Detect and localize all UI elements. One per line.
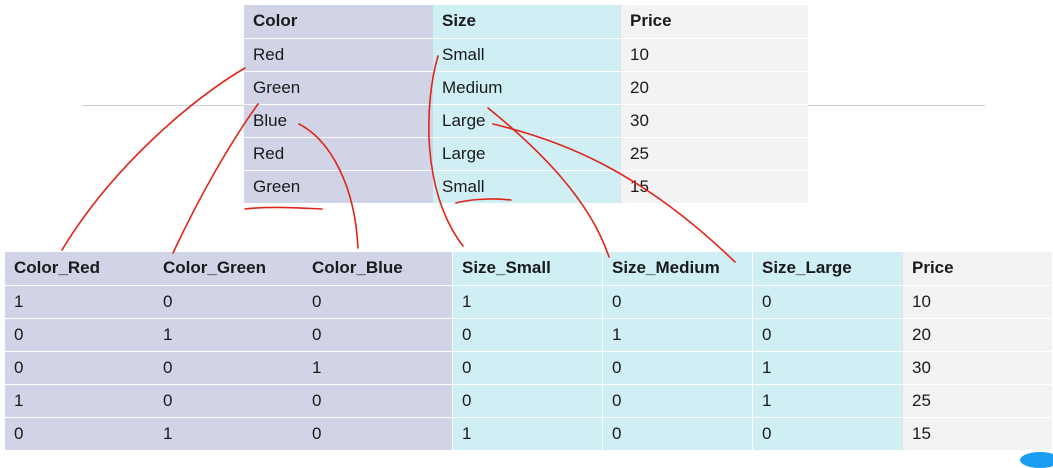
encoded-header-price: Price bbox=[902, 252, 1052, 286]
source-header-size: Size bbox=[433, 5, 621, 39]
encoded-cell: 0 bbox=[154, 384, 303, 418]
encoded-header-color-blue: Color_Blue bbox=[303, 252, 453, 286]
encoded-cell: 1 bbox=[752, 384, 903, 418]
source-cell-size: Large bbox=[433, 137, 621, 171]
encoded-header-color-green: Color_Green bbox=[154, 252, 303, 286]
encoded-cell: 0 bbox=[602, 351, 753, 385]
encoded-cell: 0 bbox=[303, 417, 453, 451]
source-cell-size: Small bbox=[433, 38, 621, 72]
encoded-cell: 0 bbox=[752, 417, 903, 451]
encoded-header-size-medium: Size_Medium bbox=[602, 252, 753, 286]
source-cell-price: 25 bbox=[620, 137, 808, 171]
encoded-header-size-small: Size_Small bbox=[452, 252, 603, 286]
encoded-header-color-red: Color_Red bbox=[5, 252, 154, 286]
encoded-cell: 0 bbox=[602, 417, 753, 451]
table-row: 0 0 1 0 0 1 30 bbox=[5, 351, 1052, 385]
encoded-cell: 0 bbox=[452, 351, 603, 385]
encoded-cell: 0 bbox=[5, 417, 154, 451]
source-cell-price: 15 bbox=[620, 170, 808, 204]
annotation-stroke-red-link bbox=[61, 67, 246, 251]
encoded-cell: 1 bbox=[154, 318, 303, 352]
encoded-cell: 0 bbox=[5, 318, 154, 352]
annotation-stroke-underline-green bbox=[244, 206, 323, 210]
encoded-cell: 10 bbox=[902, 285, 1052, 319]
encoded-cell: 20 bbox=[902, 318, 1052, 352]
encoded-cell: 1 bbox=[5, 384, 154, 418]
corner-indicator bbox=[1020, 452, 1053, 468]
source-cell-color: Green bbox=[244, 170, 433, 204]
source-cell-size: Large bbox=[433, 104, 621, 138]
encoded-cell: 1 bbox=[452, 417, 603, 451]
source-cell-price: 10 bbox=[620, 38, 808, 72]
encoded-cell: 1 bbox=[154, 417, 303, 451]
source-cell-size: Medium bbox=[433, 71, 621, 105]
source-cell-size: Small bbox=[433, 170, 621, 204]
table-row: Blue Large 30 bbox=[244, 104, 808, 138]
encoded-cell: 0 bbox=[752, 318, 903, 352]
encoded-cell: 0 bbox=[5, 351, 154, 385]
encoded-cell: 25 bbox=[902, 384, 1052, 418]
encoded-cell: 0 bbox=[602, 285, 753, 319]
encoded-cell: 0 bbox=[752, 285, 903, 319]
table-row: Green Small 15 bbox=[244, 170, 808, 204]
table-row: 1 0 0 0 0 1 25 bbox=[5, 384, 1052, 418]
encoded-cell: 0 bbox=[452, 318, 603, 352]
source-cell-price: 20 bbox=[620, 71, 808, 105]
source-table: Color Size Price Red Small 10 Green Medi… bbox=[244, 5, 808, 204]
encoded-cell: 0 bbox=[303, 384, 453, 418]
table-row: 0 1 0 0 1 0 20 bbox=[5, 318, 1052, 352]
source-cell-color: Green bbox=[244, 71, 433, 105]
encoded-header-row: Color_Red Color_Green Color_Blue Size_Sm… bbox=[5, 252, 1052, 286]
table-row: Red Small 10 bbox=[244, 38, 808, 72]
encoded-cell: 30 bbox=[902, 351, 1052, 385]
encoded-table: Color_Red Color_Green Color_Blue Size_Sm… bbox=[5, 252, 1052, 451]
encoded-cell: 1 bbox=[602, 318, 753, 352]
table-row: Red Large 25 bbox=[244, 137, 808, 171]
source-cell-price: 30 bbox=[620, 104, 808, 138]
encoded-cell: 0 bbox=[452, 384, 603, 418]
source-header-price: Price bbox=[620, 5, 808, 39]
encoded-cell: 15 bbox=[902, 417, 1052, 451]
encoded-header-size-large: Size_Large bbox=[752, 252, 903, 286]
source-cell-color: Blue bbox=[244, 104, 433, 138]
encoded-cell: 1 bbox=[5, 285, 154, 319]
source-cell-color: Red bbox=[244, 137, 433, 171]
source-header-row: Color Size Price bbox=[244, 5, 808, 39]
table-row: 1 0 0 1 0 0 10 bbox=[5, 285, 1052, 319]
table-row: 0 1 0 1 0 0 15 bbox=[5, 417, 1052, 451]
encoded-cell: 0 bbox=[303, 285, 453, 319]
encoded-cell: 1 bbox=[752, 351, 903, 385]
source-cell-color: Red bbox=[244, 38, 433, 72]
encoded-cell: 0 bbox=[303, 318, 453, 352]
encoded-cell: 1 bbox=[303, 351, 453, 385]
encoded-cell: 0 bbox=[154, 285, 303, 319]
encoded-cell: 0 bbox=[154, 351, 303, 385]
encoded-cell: 0 bbox=[602, 384, 753, 418]
encoded-cell: 1 bbox=[452, 285, 603, 319]
table-row: Green Medium 20 bbox=[244, 71, 808, 105]
source-header-color: Color bbox=[244, 5, 433, 39]
